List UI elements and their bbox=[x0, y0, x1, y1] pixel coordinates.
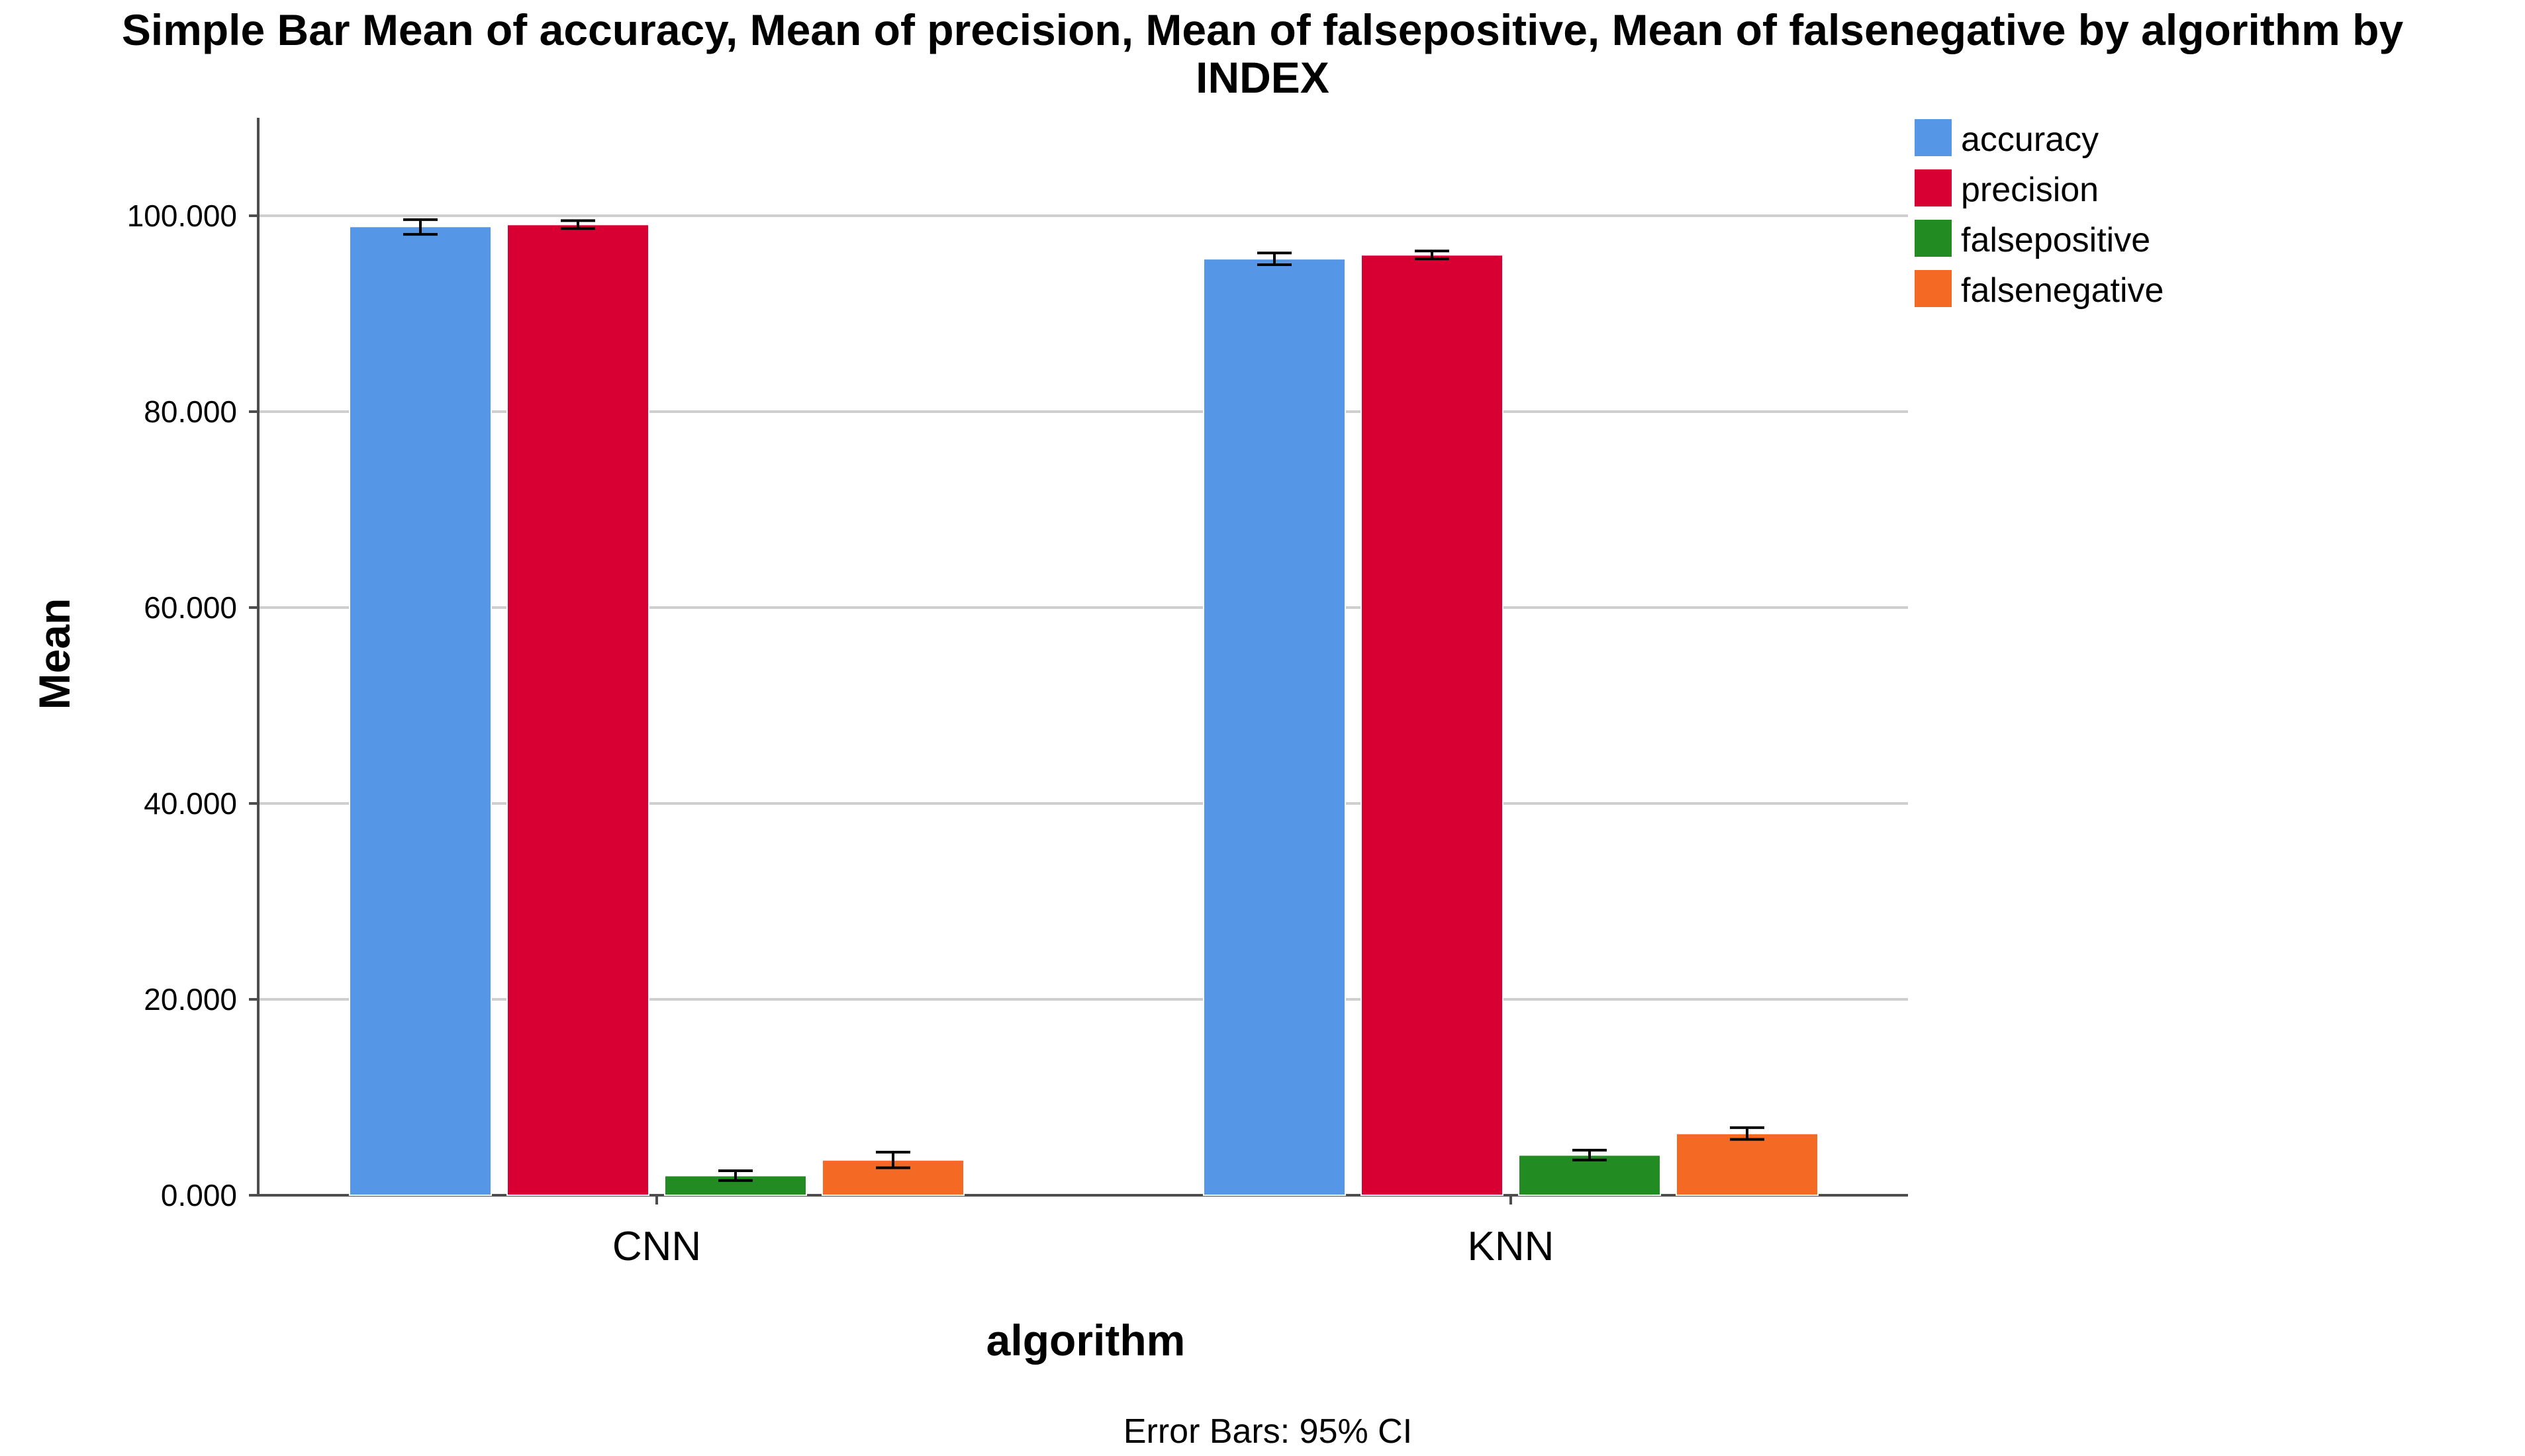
legend-label-falsepositive: falsepositive bbox=[1961, 221, 2150, 259]
legend-swatch-accuracy bbox=[1915, 119, 1952, 156]
bars bbox=[349, 224, 1819, 1197]
bar-cnn-falsenegative bbox=[822, 1159, 965, 1196]
error-bars bbox=[403, 218, 1764, 1182]
bar-knn-falsepositive bbox=[1518, 1154, 1661, 1196]
error-bar-knn-precision bbox=[1415, 250, 1449, 261]
x-category-label-cnn: CNN bbox=[612, 1224, 701, 1269]
y-tick-label: 100.000 bbox=[127, 199, 237, 233]
legend-label-precision: precision bbox=[1961, 171, 2099, 209]
error-bar-footnote: Error Bars: 95% CI bbox=[1123, 1412, 1412, 1451]
error-bar-knn-falsepositive bbox=[1572, 1148, 1607, 1161]
error-bar-cnn-falsepositive bbox=[718, 1169, 753, 1182]
bar-cnn-accuracy bbox=[349, 226, 492, 1196]
x-category-labels: CNN KNN bbox=[612, 1224, 1554, 1269]
error-bar-cnn-accuracy bbox=[403, 218, 438, 236]
error-bar-cnn-precision bbox=[561, 219, 595, 230]
error-bar-cnn-falsenegative bbox=[876, 1150, 910, 1169]
bar-knn-accuracy bbox=[1203, 258, 1346, 1196]
x-category-label-knn: KNN bbox=[1468, 1224, 1554, 1269]
legend-label-accuracy: accuracy bbox=[1961, 120, 2099, 159]
y-axis-title: Mean bbox=[30, 598, 79, 710]
bar-knn-precision bbox=[1360, 254, 1503, 1197]
x-axis-title: algorithm bbox=[986, 1316, 1186, 1365]
y-tick-label: 40.000 bbox=[144, 786, 237, 821]
error-bar-knn-falsenegative bbox=[1730, 1126, 1764, 1141]
chart-title-line2: INDEX bbox=[1196, 53, 1329, 102]
y-tick-label: 0.000 bbox=[161, 1178, 237, 1212]
legend-swatch-falsenegative bbox=[1915, 270, 1952, 307]
bar-knn-falsenegative bbox=[1676, 1132, 1819, 1197]
legend-label-falsenegative: falsenegative bbox=[1961, 271, 2164, 310]
legend-swatch-falsepositive bbox=[1915, 220, 1952, 257]
legend: accuracy precision falsepositive falsenegat… bbox=[1915, 119, 2164, 310]
legend-swatch-precision bbox=[1915, 169, 1952, 206]
y-tick-label: 20.000 bbox=[144, 982, 237, 1017]
chart-title-line1: Simple Bar Mean of accuracy, Mean of pre… bbox=[122, 5, 2404, 54]
error-bar-knn-accuracy bbox=[1257, 251, 1292, 266]
bar-cnn-precision bbox=[506, 224, 649, 1197]
y-tick-labels: 0.000 20.000 40.000 60.000 80.000 100.000 bbox=[127, 199, 258, 1212]
y-tick-label: 60.000 bbox=[144, 590, 237, 625]
y-tick-label: 80.000 bbox=[144, 394, 237, 429]
